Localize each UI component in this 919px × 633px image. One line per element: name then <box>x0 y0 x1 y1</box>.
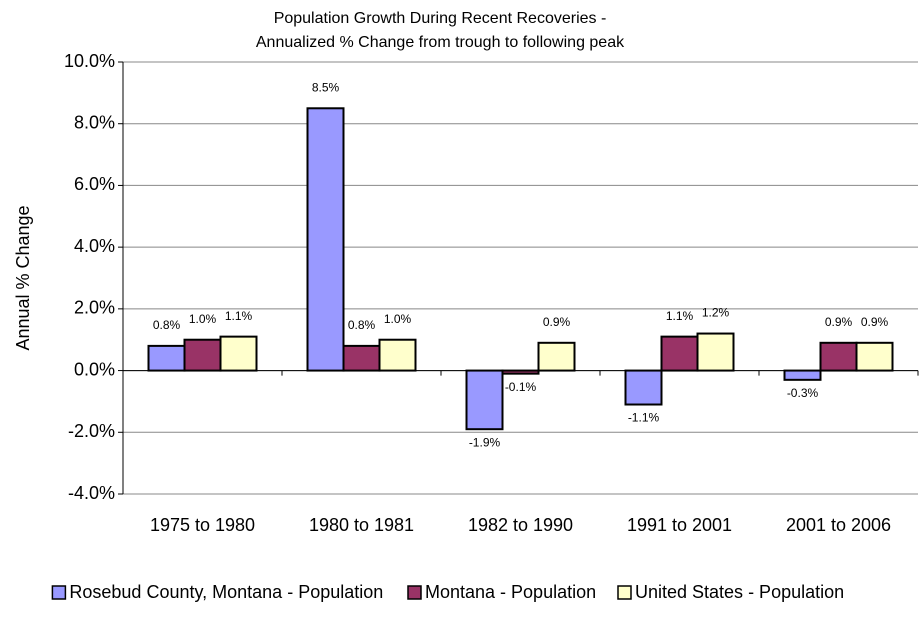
data-label: -0.1% <box>505 380 537 394</box>
data-label: 1.1% <box>225 309 253 323</box>
y-axis-title: Annual % Change <box>13 205 33 350</box>
data-label: 0.9% <box>543 315 571 329</box>
x-tick-label: 1982 to 1990 <box>468 515 573 535</box>
bar <box>660 335 699 372</box>
y-tick-label: 8.0% <box>74 112 115 132</box>
data-label: -1.1% <box>628 411 660 425</box>
bar <box>819 341 858 372</box>
y-tick-label: 6.0% <box>74 174 115 194</box>
bar <box>855 341 894 372</box>
y-tick-label: -4.0% <box>68 483 115 503</box>
bar <box>465 369 504 431</box>
legend-swatch <box>407 585 422 600</box>
bar <box>624 369 663 406</box>
legend-label: Rosebud County, Montana - Population <box>69 582 383 602</box>
legend-swatch <box>51 585 67 600</box>
bar <box>501 369 540 375</box>
legend-swatch <box>617 585 632 600</box>
x-tick-label: 2001 to 2006 <box>786 515 891 535</box>
legend-label: United States - Population <box>635 582 844 602</box>
data-label: 0.8% <box>348 318 376 332</box>
data-label: 0.9% <box>825 315 853 329</box>
y-tick-label: 2.0% <box>74 298 115 318</box>
data-label: 1.1% <box>666 309 694 323</box>
bar <box>342 344 381 372</box>
x-tick-label: 1975 to 1980 <box>150 515 255 535</box>
x-tick-label: 1991 to 2001 <box>627 515 732 535</box>
y-tick-label: 10.0% <box>64 51 115 71</box>
bar <box>147 344 186 372</box>
bar <box>378 338 417 372</box>
bar <box>783 369 822 381</box>
y-tick-label: 4.0% <box>74 236 115 256</box>
bar <box>306 107 345 372</box>
data-label: -0.3% <box>787 386 819 400</box>
data-label: -1.9% <box>469 435 501 449</box>
data-label: 0.8% <box>153 318 181 332</box>
legend-label: Montana - Population <box>425 582 596 602</box>
bar <box>183 338 222 372</box>
chart-subtitle: Annualized % Change from trough to follo… <box>256 34 625 51</box>
chart-title: Population Growth During Recent Recoveri… <box>274 10 607 27</box>
data-label: 8.5% <box>312 80 340 94</box>
bar <box>696 332 735 372</box>
data-label: 1.2% <box>702 306 730 320</box>
data-label: 1.0% <box>384 312 412 326</box>
y-tick-label: 0.0% <box>74 359 115 379</box>
data-label: 1.0% <box>189 312 217 326</box>
bar <box>537 341 576 372</box>
data-label: 0.9% <box>861 315 889 329</box>
bar <box>219 335 258 372</box>
y-tick-label: -2.0% <box>68 421 115 441</box>
x-tick-label: 1980 to 1981 <box>309 515 414 535</box>
